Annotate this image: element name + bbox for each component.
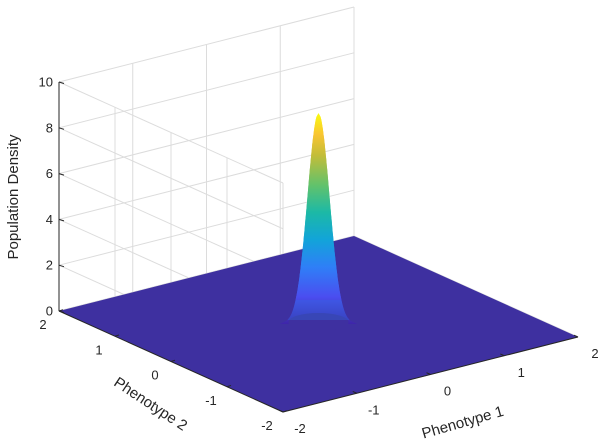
z-axis-label: Population Density: [5, 134, 22, 260]
grid-line-back-wall-z: [58, 52, 355, 129]
x-tick-label: -2: [294, 421, 306, 436]
z-tick-label: 6: [46, 166, 53, 181]
y-tick-label: 1: [95, 342, 102, 357]
y-tick-mark: [226, 384, 232, 388]
grid-line-left-wall-z: [58, 173, 284, 276]
y-tick-mark: [282, 410, 288, 413]
x-tick-mark: [426, 372, 431, 375]
x-tick-label: -1: [368, 402, 380, 417]
x-tick-mark: [352, 390, 357, 394]
y-tick-label: -2: [261, 418, 273, 433]
x-tick-label: 2: [591, 346, 598, 361]
grid-line-back-wall-z: [58, 6, 355, 83]
z-tick-label: 0: [46, 304, 53, 319]
z-tick-mark: [58, 218, 65, 222]
x-axis-label: Phenotype 1: [420, 403, 506, 443]
peak-base: [288, 313, 349, 331]
x-tick-mark: [278, 409, 284, 413]
z-tick-mark: [58, 173, 65, 176]
y-axis-label: Phenotype 2: [111, 374, 191, 435]
z-tick-label: 4: [46, 212, 53, 227]
y-tick-label: 2: [39, 317, 46, 332]
y-tick-label: -1: [205, 393, 217, 408]
axes: [58, 81, 579, 413]
grid-line-left-wall-z: [58, 127, 284, 230]
gaussian-peak-upper: [295, 113, 342, 300]
grid-line-back-wall-z: [58, 143, 355, 220]
z-tick-label: 2: [46, 258, 53, 273]
y-tick-mark: [114, 334, 120, 337]
z-tick-label: 10: [39, 75, 53, 90]
x-tick-mark: [573, 334, 579, 338]
z-tick-mark: [58, 81, 65, 84]
z-tick-mark: [58, 127, 65, 130]
peak-shade: [287, 300, 350, 320]
z-tick-mark: [58, 264, 65, 268]
grid-line-back-wall-z: [58, 189, 355, 266]
y-tick-mark: [170, 359, 176, 362]
surface-peak: [279, 113, 358, 331]
x-tick-mark: [500, 353, 505, 357]
grid-line-back-wall-z: [58, 98, 355, 175]
x-tick-label: 1: [518, 365, 525, 380]
z-tick-label: 8: [46, 120, 53, 135]
grid-line-left-wall-z: [58, 81, 284, 184]
y-tick-label: 0: [151, 368, 158, 383]
y-tick-mark: [58, 309, 64, 312]
x-tick-label: 0: [444, 384, 451, 399]
